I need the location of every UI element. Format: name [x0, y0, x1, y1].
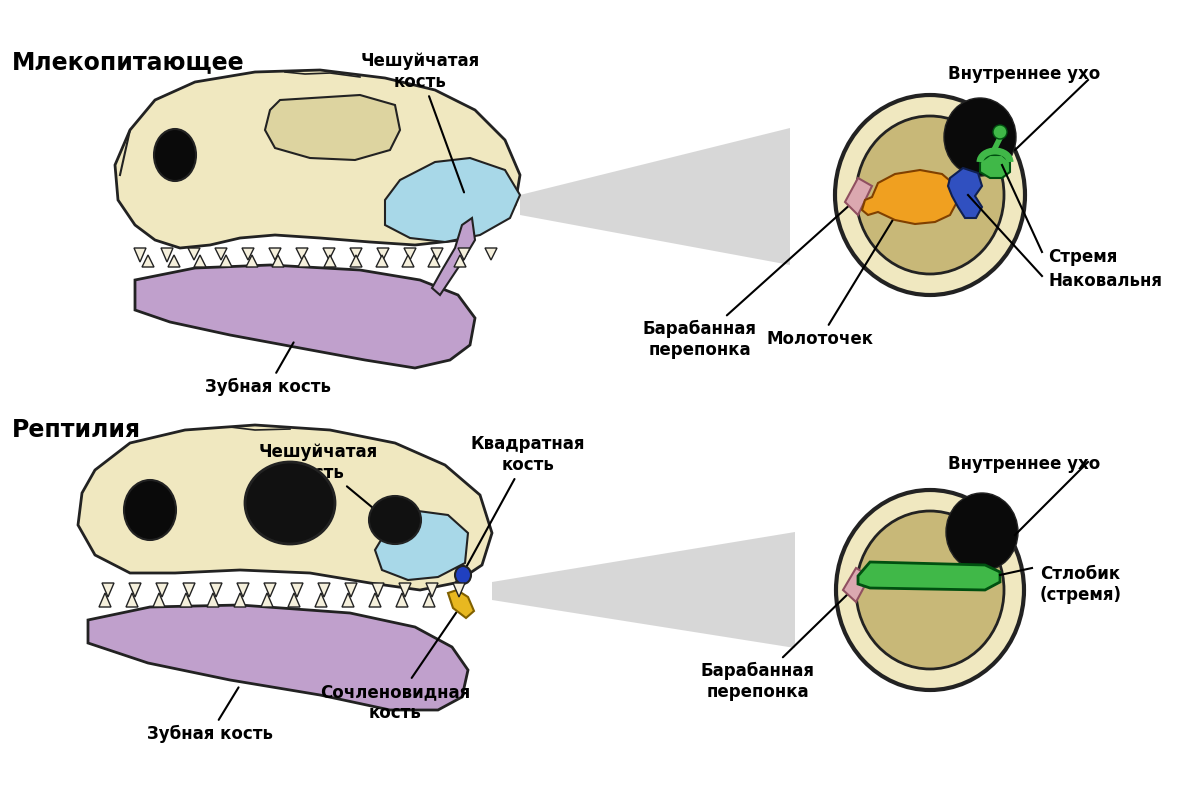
Text: Зубная кость: Зубная кость: [148, 687, 274, 743]
Polygon shape: [385, 158, 520, 242]
Text: Сочленовидная
кость: Сочленовидная кость: [320, 612, 470, 722]
Polygon shape: [318, 583, 330, 597]
Ellipse shape: [944, 98, 1016, 176]
Polygon shape: [431, 248, 443, 260]
Polygon shape: [88, 605, 468, 710]
Ellipse shape: [154, 129, 196, 181]
Polygon shape: [182, 583, 194, 597]
Polygon shape: [370, 593, 382, 607]
Polygon shape: [264, 583, 276, 597]
Polygon shape: [102, 583, 114, 597]
Text: Квадратная
кость: Квадратная кость: [464, 435, 586, 571]
Polygon shape: [424, 593, 436, 607]
Text: Чешуйчатая
кость: Чешуйчатая кость: [258, 443, 406, 536]
Text: Барабанная
перепонка: Барабанная перепонка: [701, 592, 850, 701]
Polygon shape: [454, 583, 466, 597]
Polygon shape: [180, 593, 192, 607]
Polygon shape: [194, 255, 206, 267]
Polygon shape: [220, 255, 232, 267]
Polygon shape: [269, 248, 281, 260]
Polygon shape: [161, 248, 173, 262]
Polygon shape: [265, 95, 400, 160]
Polygon shape: [126, 593, 138, 607]
Polygon shape: [454, 255, 466, 267]
Ellipse shape: [455, 566, 470, 584]
Text: Чешуйчатая
кость: Чешуйчатая кость: [360, 52, 480, 192]
Polygon shape: [432, 218, 475, 295]
Text: Внутреннее ухо: Внутреннее ухо: [948, 455, 1100, 473]
Text: Стлобик
(стремя): Стлобик (стремя): [1040, 565, 1122, 604]
Polygon shape: [208, 593, 220, 607]
Polygon shape: [842, 568, 870, 602]
Polygon shape: [234, 593, 246, 607]
Polygon shape: [398, 583, 410, 597]
Polygon shape: [98, 593, 112, 607]
Polygon shape: [142, 255, 154, 267]
Polygon shape: [210, 583, 222, 597]
Polygon shape: [448, 590, 474, 618]
Polygon shape: [246, 255, 258, 267]
Polygon shape: [238, 583, 250, 597]
Polygon shape: [115, 70, 520, 248]
Polygon shape: [324, 255, 336, 267]
Text: Млекопитающее: Млекопитающее: [12, 50, 245, 74]
Polygon shape: [948, 168, 982, 218]
Polygon shape: [78, 425, 492, 590]
Polygon shape: [188, 248, 200, 260]
Polygon shape: [376, 255, 388, 267]
Polygon shape: [314, 593, 326, 607]
Polygon shape: [296, 248, 308, 260]
Polygon shape: [242, 248, 254, 260]
Polygon shape: [298, 255, 310, 267]
Polygon shape: [862, 170, 958, 224]
Polygon shape: [156, 583, 168, 597]
Ellipse shape: [994, 125, 1007, 139]
Text: Наковальня: Наковальня: [1048, 272, 1162, 290]
Polygon shape: [458, 248, 470, 260]
Text: Рептилия: Рептилия: [12, 418, 142, 442]
Polygon shape: [292, 583, 302, 597]
Polygon shape: [426, 583, 438, 597]
Polygon shape: [323, 248, 335, 260]
Polygon shape: [154, 593, 166, 607]
Polygon shape: [492, 532, 796, 648]
Ellipse shape: [946, 493, 1018, 571]
Polygon shape: [262, 593, 274, 607]
Ellipse shape: [370, 496, 421, 544]
Polygon shape: [858, 562, 1000, 590]
Polygon shape: [346, 583, 358, 597]
Polygon shape: [130, 583, 142, 597]
Text: Молоточек: Молоточек: [767, 202, 904, 348]
Polygon shape: [288, 593, 300, 607]
Ellipse shape: [835, 95, 1025, 295]
Polygon shape: [342, 593, 354, 607]
Polygon shape: [845, 178, 872, 215]
Polygon shape: [402, 255, 414, 267]
Polygon shape: [372, 583, 384, 597]
Polygon shape: [350, 255, 362, 267]
Text: Стремя: Стремя: [1048, 248, 1117, 266]
Polygon shape: [215, 248, 227, 260]
Polygon shape: [980, 155, 1010, 178]
Polygon shape: [168, 255, 180, 267]
Polygon shape: [374, 511, 468, 580]
Polygon shape: [396, 593, 408, 607]
Ellipse shape: [245, 462, 335, 544]
Polygon shape: [404, 248, 416, 260]
Polygon shape: [350, 248, 362, 260]
Text: Зубная кость: Зубная кость: [205, 343, 331, 396]
Ellipse shape: [124, 480, 176, 540]
Text: Барабанная
перепонка: Барабанная перепонка: [643, 204, 851, 359]
Polygon shape: [428, 255, 440, 267]
Ellipse shape: [836, 490, 1024, 690]
Polygon shape: [134, 248, 146, 262]
Polygon shape: [272, 255, 284, 267]
Polygon shape: [520, 128, 790, 265]
Ellipse shape: [856, 116, 1004, 274]
Polygon shape: [134, 265, 475, 368]
Text: Внутреннее ухо: Внутреннее ухо: [948, 65, 1100, 83]
Polygon shape: [485, 248, 497, 260]
Polygon shape: [377, 248, 389, 260]
Ellipse shape: [856, 511, 1004, 669]
